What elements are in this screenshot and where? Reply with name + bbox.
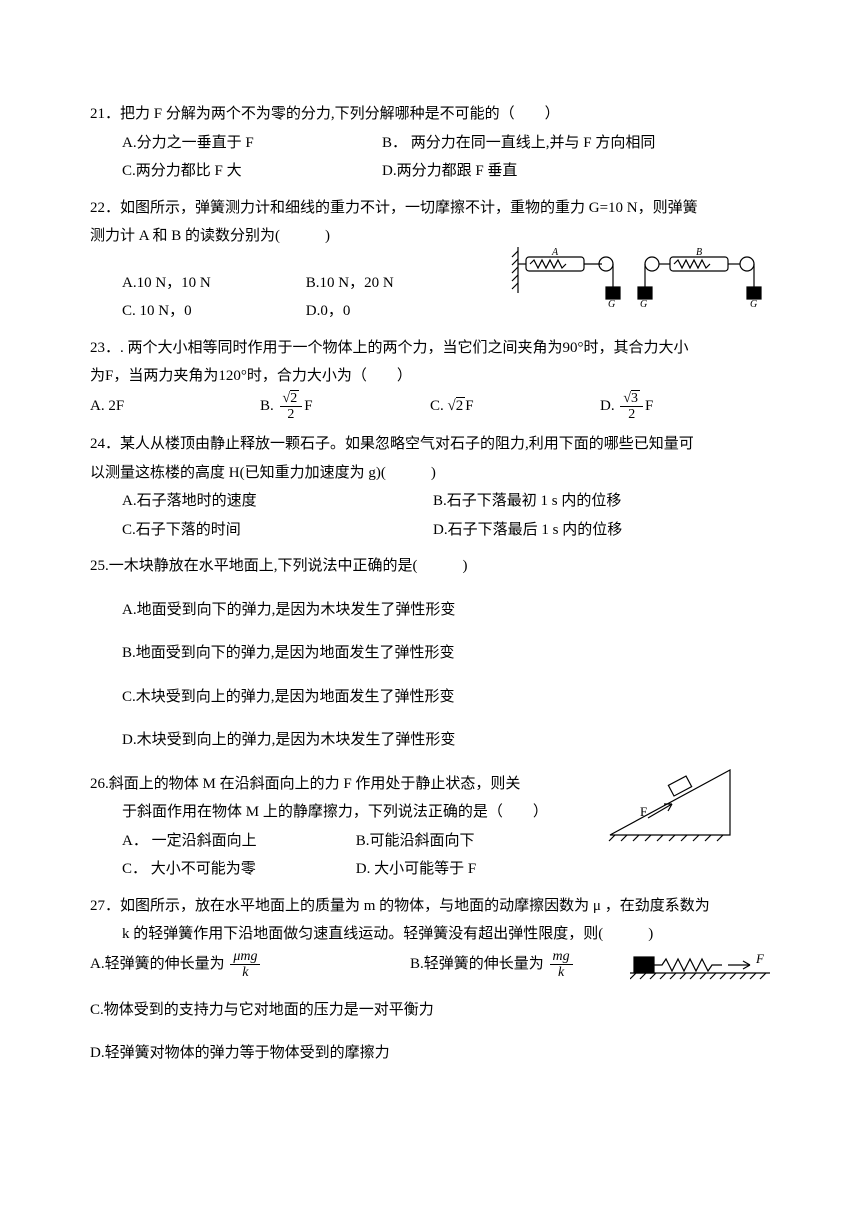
q24-text1: 某人从楼顶由静止释放一颗石子。如果忽略空气对石子的阻力,利用下面的哪些已知量可 (120, 436, 694, 452)
q25-text: 一木块静放在水平地面上,下列说法中正确的是( ) (109, 558, 468, 574)
q23-opt-c: C. 2 F (430, 392, 560, 421)
question-25: 25.一木块静放在水平地面上,下列说法中正确的是( ) A.地面受到向下的弹力,… (90, 552, 770, 755)
q25-opt-c: C.木块受到向上的弹力,是因为地面发生了弹性形变 (122, 683, 770, 712)
q22-opt-a: A.10 N，10 N (122, 269, 262, 298)
q23-c-pre: C. (430, 392, 444, 421)
question-27: 27．如图所示，放在水平地面上的质量为 m 的物体，与地面的动摩擦因数为 μ ，… (90, 892, 770, 1083)
q27-a-pre: A.轻弹簧的伸长量为 (90, 950, 225, 979)
q27-b-den: k (558, 965, 564, 980)
q22-label-g1: G (608, 299, 615, 307)
q23-b-den: 2 (284, 407, 297, 422)
q27-opt-d: D.轻弹簧对物体的弹力等于物体受到的摩擦力 (90, 1039, 770, 1068)
q23-b-frac: 2 2 (280, 391, 303, 423)
q25-opt-b: B.地面受到向下的弹力,是因为地面发生了弹性形变 (122, 639, 770, 668)
q27-num: 27． (90, 898, 120, 914)
q27-a-num: μmg (233, 949, 257, 964)
q26-opt-a: A． 一定沿斜面向上 (122, 827, 312, 856)
q21-opt-b: B． 两分力在同一直线上,并与 F 方向相同 (382, 129, 655, 158)
q21-num: 21． (90, 106, 120, 122)
q24-opt-a: A.石子落地时的速度 (122, 487, 433, 516)
q26-opt-b: B.可能沿斜面向下 (356, 833, 475, 849)
q27-text1: 如图所示，放在水平地面上的质量为 m 的物体，与地面的动摩擦因数为 μ ，在劲度… (120, 898, 710, 914)
q23-c-suf: F (465, 392, 473, 421)
q26-opt-c: C． 大小不可能为零 (122, 855, 312, 884)
q24-text2: 以测量这栋楼的高度 H(已知重力加速度为 g)( ) (90, 465, 436, 481)
q22-opt-b: B.10 N，20 N (306, 275, 394, 291)
q26-opt-d: D. 大小可能等于 F (356, 861, 476, 877)
q22-num: 22． (90, 200, 120, 216)
q27-text2: k 的轻弹簧作用下沿地面做匀速直线运动。轻弹簧没有超出弹性限度，则( ) (122, 926, 653, 942)
q26-num: 26. (90, 776, 109, 792)
q23-b-suf: F (304, 392, 312, 421)
question-24: 24．某人从楼顶由静止释放一颗石子。如果忽略空气对石子的阻力,利用下面的哪些已知… (90, 430, 770, 544)
q27-label-f: F (755, 951, 765, 966)
q22-figure: A G B G G (510, 247, 770, 318)
q23-opt-d: D. 3 2 F (600, 391, 730, 423)
q23-num: 23． (90, 340, 120, 356)
q27-opt-c: C.物体受到的支持力与它对地面的压力是一对平衡力 (90, 996, 770, 1025)
q27-a-frac: μmg k (230, 949, 260, 981)
q27-opt-a: A.轻弹簧的伸长量为 μmg k (90, 949, 370, 981)
q23-options: A. 2F B. 2 2 F C. 2 F D. 3 2 F (90, 391, 770, 423)
q23-stem1: 23．. 两个大小相等同时作用于一个物体上的两个力，当它们之间夹角为90°时，其… (90, 334, 770, 363)
q26-text1: 斜面上的物体 M 在沿斜面向上的力 F 作用处于静止状态，则关 (109, 776, 521, 792)
q23-d-suf: F (645, 392, 653, 421)
q25-opt-d: D.木块受到向上的弹力,是因为木块发生了弹性形变 (122, 726, 770, 755)
q24-stem2: 以测量这栋楼的高度 H(已知重力加速度为 g)( ) (90, 459, 770, 488)
q26-label-f: F (640, 804, 647, 819)
q21-opt-d: D.两分力都跟 F 垂直 (382, 157, 642, 186)
q27-figure: F (630, 949, 770, 1000)
q23-opt-b: B. 2 2 F (260, 391, 390, 423)
q25-stem: 25.一木块静放在水平地面上,下列说法中正确的是( ) (90, 552, 770, 581)
q23-d-num: 3 (631, 390, 640, 406)
q25-num: 25. (90, 558, 109, 574)
q21-opt-c: C.两分力都比 F 大 (122, 157, 382, 186)
q22-label-g3: G (750, 299, 757, 307)
q27-a-den: k (242, 965, 248, 980)
q22-label-g2: G (640, 299, 647, 307)
q23-b-num: 2 (290, 390, 299, 406)
q21-stem: 21．把力 F 分解为两个不为零的分力,下列分解哪种是不可能的（ ） (90, 100, 770, 129)
question-21: 21．把力 F 分解为两个不为零的分力,下列分解哪种是不可能的（ ） A.分力之… (90, 100, 770, 186)
q24-opt-b: B.石子下落最初 1 s 内的位移 (433, 487, 744, 516)
q27-b-frac: mg k (550, 949, 573, 981)
q27-b-num: mg (553, 949, 570, 964)
q27-stem2: k 的轻弹簧作用下沿地面做匀速直线运动。轻弹簧没有超出弹性限度，则( ) (122, 920, 770, 949)
q22-opt-c: C. 10 N，0 (122, 297, 262, 326)
q22-text1: 如图所示，弹簧测力计和细线的重力不计，一切摩擦不计，重物的重力 G=10 N，则… (120, 200, 698, 216)
q23-c-rad: 2 (456, 397, 466, 414)
q22-text2: 测力计 A 和 B 的读数分别为( ) (90, 228, 330, 244)
q23-d-den: 2 (625, 407, 638, 422)
q22-label-b: B (696, 247, 702, 258)
q21-options-row2: C.两分力都比 F 大 D.两分力都跟 F 垂直 (122, 157, 770, 186)
q22-stem1: 22．如图所示，弹簧测力计和细线的重力不计，一切摩擦不计，重物的重力 G=10 … (90, 194, 770, 223)
q26-figure: F (600, 760, 750, 861)
q23-text1: . 两个大小相等同时作用于一个物体上的两个力，当它们之间夹角为90°时，其合力大… (120, 340, 689, 356)
q23-opt-a: A. 2F (90, 392, 220, 421)
q23-d-frac: 3 2 (620, 391, 643, 423)
q22-opt-d: D.0，0 (306, 303, 351, 319)
q21-options-row1: A.分力之一垂直于 F B． 两分力在同一直线上,并与 F 方向相同 (122, 129, 770, 158)
q21-text: 把力 F 分解为两个不为零的分力,下列分解哪种是不可能的（ ） (120, 106, 560, 122)
q24-num: 24． (90, 436, 120, 452)
q27-opt-b: B.轻弹簧的伸长量为 mg k (410, 949, 575, 981)
q21-opt-a: A.分力之一垂直于 F (122, 129, 382, 158)
question-26: F 26.斜面上的物体 M 在沿斜面向上的力 F 作用处于静止状态，则关 于斜面… (90, 770, 770, 884)
q27-stem1: 27．如图所示，放在水平地面上的质量为 m 的物体，与地面的动摩擦因数为 μ ，… (90, 892, 770, 921)
q27-options-ab: A.轻弹簧的伸长量为 μmg k B.轻弹簧的伸长量为 mg k (90, 949, 620, 981)
q24-options-row2: C.石子下落的时间 D.石子下落最后 1 s 内的位移 (122, 516, 770, 545)
q24-stem1: 24．某人从楼顶由静止释放一颗石子。如果忽略空气对石子的阻力,利用下面的哪些已知… (90, 430, 770, 459)
q22-label-a: A (551, 247, 559, 258)
q27-b-pre: B.轻弹簧的伸长量为 (410, 950, 544, 979)
q24-opt-d: D.石子下落最后 1 s 内的位移 (433, 516, 744, 545)
q23-d-pre: D. (600, 392, 615, 421)
q23-stem2: 为F，当两力夹角为120°时，合力大小为（ ） (90, 362, 770, 391)
question-23: 23．. 两个大小相等同时作用于一个物体上的两个力，当它们之间夹角为90°时，其… (90, 334, 770, 423)
question-22: 22．如图所示，弹簧测力计和细线的重力不计，一切摩擦不计，重物的重力 G=10 … (90, 194, 770, 326)
q24-options-row1: A.石子落地时的速度 B.石子下落最初 1 s 内的位移 (122, 487, 770, 516)
q24-opt-c: C.石子下落的时间 (122, 516, 433, 545)
q25-opt-a: A.地面受到向下的弹力,是因为木块发生了弹性形变 (122, 596, 770, 625)
q23-b-pre: B. (260, 392, 274, 421)
